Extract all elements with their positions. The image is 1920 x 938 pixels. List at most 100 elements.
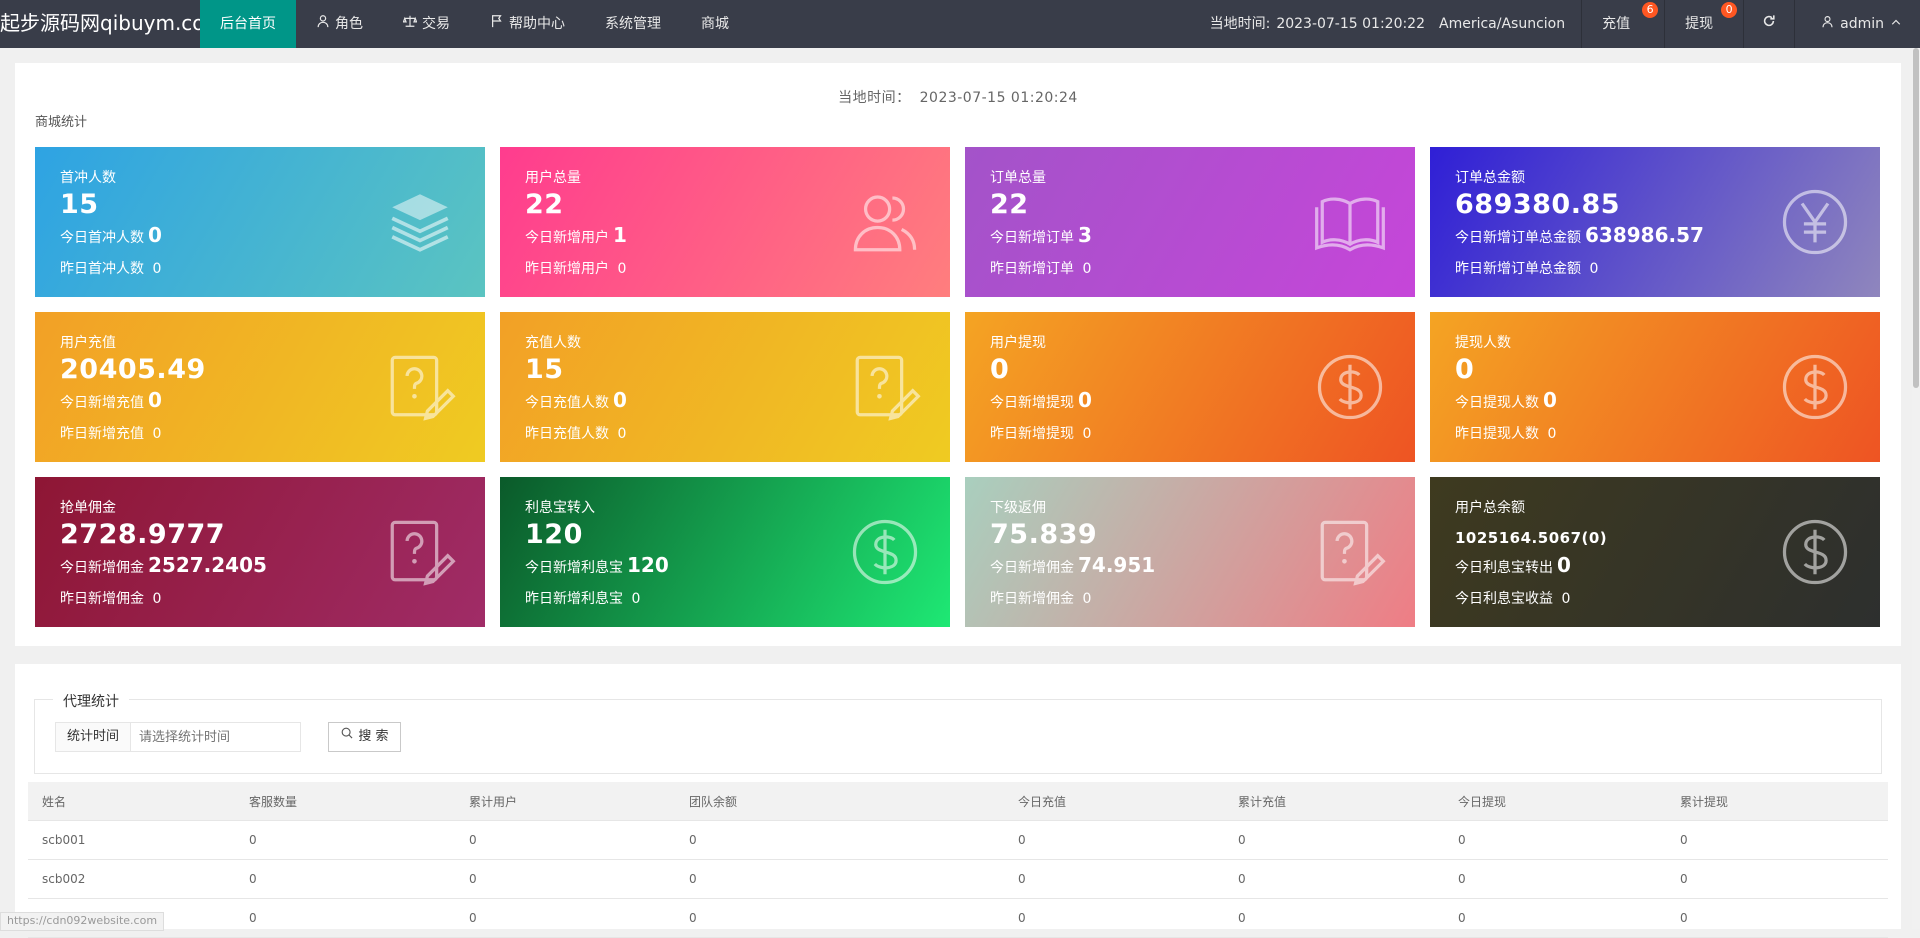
card-yesterday: 昨日充值人数 0 [525,423,626,443]
agent-stats-legend: 代理统计 [53,691,129,711]
table-cell: 0 [249,911,257,925]
card-today-value: 120 [627,553,669,577]
card-title: 下级返佣 [990,500,1046,516]
mall-stats-title: 商城统计 [35,115,88,130]
table-cell: 0 [1018,872,1026,886]
card-today-label: 今日新增订单 [990,230,1074,246]
column-header: 累计充值 [1238,794,1287,809]
column-header: 今日提现 [1458,794,1507,809]
card-title: 用户充值 [60,335,116,351]
column-header: 累计用户 [469,794,518,809]
nav-system[interactable]: 系统管理 [585,0,681,48]
dollar-icon [1313,350,1387,424]
card-today-label: 今日新增订单总金额 [1455,230,1581,246]
card-yesterday-label: 昨日新增利息宝 [525,591,623,607]
card-today: 今日新增佣金 2527.2405 [60,553,267,577]
card-yesterday-label: 昨日新增订单 [990,261,1074,277]
column-header: 累计提现 [1680,794,1729,809]
table-cell: 0 [1238,911,1246,925]
card-yesterday: 昨日新增佣金 0 [60,588,161,608]
table-cell: 0 [1458,872,1466,886]
stat-card: 用户总余额 1025164.5067(0) 今日利息宝转出 0 今日利息宝收益 0 [1430,477,1880,627]
card-today: 今日新增提现 0 [990,388,1092,412]
table-cell: 0 [689,833,697,847]
table-cell: 0 [1238,833,1246,847]
site-logo[interactable]: 起步源码网qibuym.co... [0,11,200,35]
card-yesterday-label: 昨日新增提现 [990,426,1074,442]
card-title: 充值人数 [525,335,581,351]
question-edit-icon [848,350,922,424]
nav-mall-label: 商城 [701,16,729,32]
card-today: 今日提现人数 0 [1455,388,1557,412]
search-icon [340,723,354,751]
table-cell: scb001 [42,833,86,847]
table-cell: 0 [469,833,477,847]
card-today: 今日新增订单总金额 638986.57 [1455,223,1704,247]
mall-stats-panel: 当地时间： 2023-07-15 01:20:24 商城统计 首冲人数 15 今日首… [15,63,1901,646]
card-yesterday-value: 0 [1547,426,1557,442]
search-button[interactable]: 搜 索 [328,722,401,752]
table-row[interactable]: scb002 0 0 0 0 0 0 0 [28,860,1888,899]
card-yesterday-label: 昨日新增佣金 [990,591,1074,607]
card-yesterday-value: 0 [617,426,627,442]
stat-card: 用户提现 0 今日新增提现 0 昨日新增提现 0 [965,312,1415,462]
card-title: 首冲人数 [60,170,116,186]
card-yesterday-label: 昨日新增订单总金额 [1455,261,1581,277]
scrollbar-thumb[interactable] [1913,48,1919,388]
card-main-value: 22 [525,189,564,220]
card-main-value: 2728.9777 [60,519,226,550]
table-cell: 0 [1458,911,1466,925]
card-yesterday-value: 0 [152,261,162,277]
agent-stats-filter: 代理统计 统计时间 搜 索 [34,691,1882,774]
divider [1664,0,1666,48]
nav-roles[interactable]: 角色 [296,0,383,48]
nav-help-label: 帮助中心 [509,16,565,32]
card-today-value: 3 [1078,223,1092,247]
table-header: 姓名 客服数量 累计用户 团队余额 今日充值 累计充值 今日提现 累计提现 [28,782,1888,821]
nav-trade[interactable]: 交易 [383,0,470,48]
table-cell: 0 [1018,833,1026,847]
table-cell: 0 [1680,911,1688,925]
card-yesterday-label: 昨日充值人数 [525,426,609,442]
stat-card: 下级返佣 75.839 今日新增佣金 74.951 昨日新增佣金 0 [965,477,1415,627]
card-today: 今日新增充值 0 [60,388,162,412]
table-cell: 0 [1680,833,1688,847]
card-yesterday: 昨日新增利息宝 0 [525,588,640,608]
card-today-value: 0 [148,223,162,247]
card-yesterday-label: 今日利息宝收益 [1455,591,1553,607]
card-today-value: 0 [1078,388,1092,412]
card-today: 今日新增利息宝 120 [525,553,669,577]
recharge-link[interactable]: 充值 6 [1582,0,1664,48]
question-edit-icon [383,350,457,424]
card-today-label: 今日首冲人数 [60,230,144,246]
withdraw-link[interactable]: 提现 0 [1665,0,1743,48]
card-main-value: 15 [525,354,564,385]
divider [1581,0,1583,48]
nav-help[interactable]: 帮助中心 [470,0,585,48]
panel-time-value: 2023-07-15 01:20:24 [919,90,1078,106]
table-cell: scb002 [42,872,86,886]
card-today: 今日新增佣金 74.951 [990,553,1155,577]
stat-time-input[interactable] [131,722,301,752]
page-scrollbar[interactable] [1912,48,1920,929]
question-edit-icon [1313,515,1387,589]
card-yesterday: 昨日新增充值 0 [60,423,161,443]
card-yesterday-value: 0 [1082,591,1092,607]
table-row[interactable]: scb001 0 0 0 0 0 0 0 [28,821,1888,860]
refresh-button[interactable] [1744,0,1794,48]
column-header: 团队余额 [689,794,738,809]
card-today: 今日首冲人数 0 [60,223,162,247]
table-cell: 0 [469,872,477,886]
card-today-label: 今日利息宝转出 [1455,560,1553,576]
nav-mall[interactable]: 商城 [681,0,749,48]
table-row[interactable]: scb0030000000 [28,899,1888,938]
card-main-value: 0 [990,354,1010,385]
panel-local-time: 当地时间： 2023-07-15 01:20:24 [15,87,1901,107]
flag-icon [490,0,504,48]
card-title: 用户提现 [990,335,1046,351]
card-main-value: 20405.49 [60,354,206,385]
stat-card: 订单总量 22 今日新增订单 3 昨日新增订单 0 [965,147,1415,297]
user-menu[interactable]: admin [1795,0,1920,48]
nav-home[interactable]: 后台首页 [200,0,296,48]
table-cell: 0 [1680,872,1688,886]
